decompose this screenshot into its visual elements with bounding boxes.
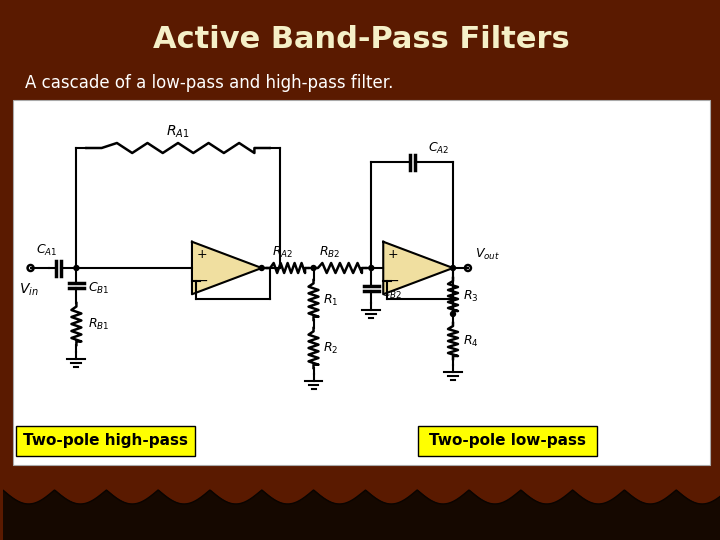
Text: $V_{in}$: $V_{in}$ bbox=[19, 282, 38, 299]
Circle shape bbox=[369, 266, 374, 271]
Text: $R_{B1}$: $R_{B1}$ bbox=[89, 316, 109, 332]
Text: A cascade of a low-pass and high-pass filter.: A cascade of a low-pass and high-pass fi… bbox=[24, 74, 393, 92]
Polygon shape bbox=[383, 242, 453, 294]
Circle shape bbox=[311, 266, 316, 271]
Text: −: − bbox=[196, 274, 208, 288]
Text: $R_{A2}$: $R_{A2}$ bbox=[271, 245, 293, 260]
Text: $V_{out}$: $V_{out}$ bbox=[475, 246, 500, 261]
Polygon shape bbox=[192, 242, 261, 294]
Text: Two-pole low-pass: Two-pole low-pass bbox=[429, 434, 586, 449]
Circle shape bbox=[451, 312, 456, 316]
Text: −: − bbox=[387, 274, 399, 288]
Text: $R_{3}$: $R_{3}$ bbox=[463, 288, 479, 303]
Text: +: + bbox=[197, 248, 207, 261]
Text: $C_{B2}$: $C_{B2}$ bbox=[382, 286, 402, 301]
Text: $C_{B1}$: $C_{B1}$ bbox=[89, 280, 110, 295]
FancyBboxPatch shape bbox=[418, 426, 598, 456]
Text: $R_{4}$: $R_{4}$ bbox=[463, 333, 479, 348]
Text: $R_{1}$: $R_{1}$ bbox=[323, 293, 339, 308]
Text: $R_{B2}$: $R_{B2}$ bbox=[320, 245, 341, 260]
Text: Two-pole high-pass: Two-pole high-pass bbox=[23, 434, 188, 449]
Text: Active Band-Pass Filters: Active Band-Pass Filters bbox=[153, 25, 570, 55]
Circle shape bbox=[259, 266, 264, 271]
FancyBboxPatch shape bbox=[16, 426, 195, 456]
Text: +: + bbox=[388, 248, 399, 261]
Text: $C_{A1}$: $C_{A1}$ bbox=[36, 242, 57, 258]
Text: $R_{2}$: $R_{2}$ bbox=[323, 340, 339, 355]
Circle shape bbox=[74, 266, 79, 271]
Circle shape bbox=[451, 266, 456, 271]
Text: $C_{A2}$: $C_{A2}$ bbox=[428, 140, 449, 156]
Bar bbox=[13, 100, 710, 465]
Text: $R_{A1}$: $R_{A1}$ bbox=[166, 124, 190, 140]
